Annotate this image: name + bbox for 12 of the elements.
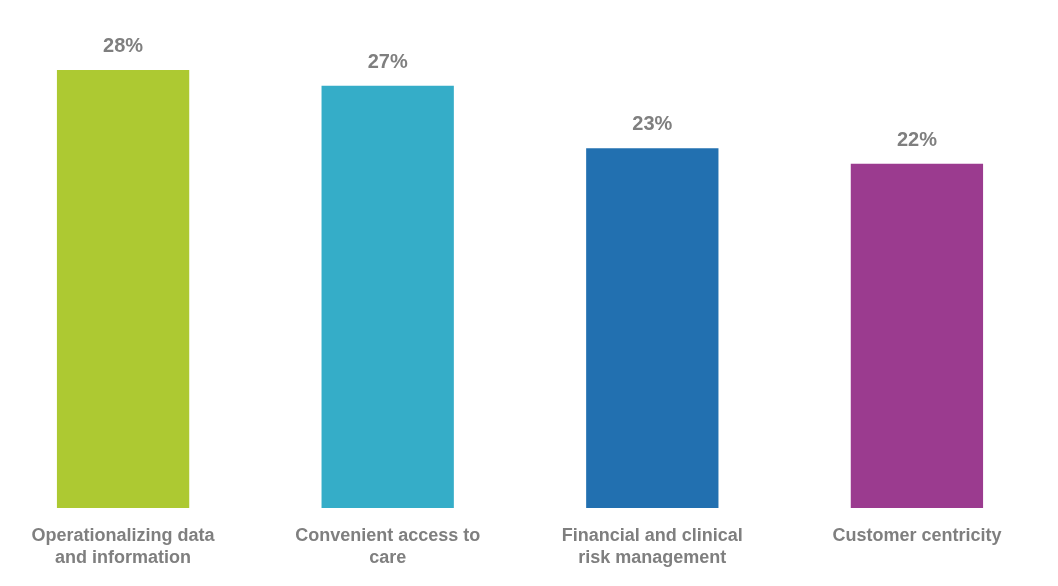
bar <box>56 70 190 508</box>
data-label: 23% <box>632 112 673 135</box>
x-tick-label: Financial and clinical risk management <box>561 524 743 567</box>
x-tick-label: Operationalizing data and information <box>31 524 216 567</box>
bar <box>586 148 719 508</box>
bar <box>850 163 984 508</box>
x-tick-label: Customer centricity <box>832 524 1002 545</box>
data-label: 28% <box>103 34 144 56</box>
bar <box>321 85 454 508</box>
data-label: 22% <box>896 127 938 150</box>
data-label: 27% <box>367 49 408 72</box>
x-tick-label: Convenient access to care <box>295 524 481 567</box>
